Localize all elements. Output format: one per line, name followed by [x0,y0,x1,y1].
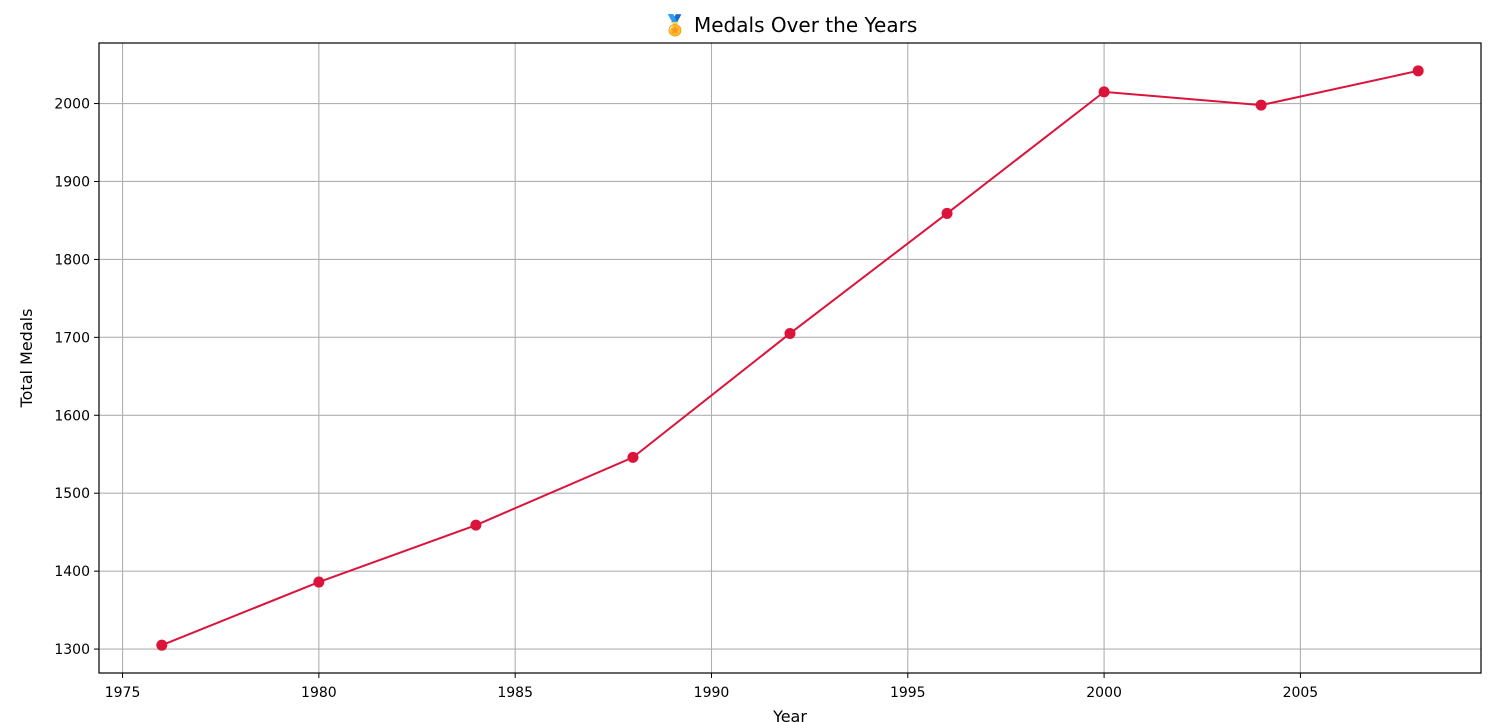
y-tick-label: 1600 [54,408,90,424]
grid [99,43,1481,673]
chart-title: 🏅 Medals Over the Years [663,13,918,37]
plot-frame [98,42,1482,674]
y-tick-label: 1800 [54,252,90,268]
x-axis-label: Year [772,707,807,722]
y-tick-label: 1400 [54,564,90,580]
series-layer [156,65,1424,651]
data-point [784,327,796,339]
ticks: 1975 1980 1985 1990 1995 2000 2005 1300 1400 1500… [54,97,1318,701]
series-line [161,69,1419,647]
data-point [941,207,953,219]
y-tick-label: 1500 [54,486,90,502]
x-tick-label: 2005 [1283,685,1319,701]
x-tick-label: 1990 [694,685,730,701]
y-tick-label: 1300 [54,642,90,658]
data-point [470,519,482,531]
data-point [1412,65,1424,77]
y-axis-label: Total Medals [17,309,36,409]
x-tick-label: 1975 [105,685,141,701]
data-point [1098,86,1110,98]
data-point [627,451,639,463]
y-tick-label: 2000 [54,97,90,113]
y-tick-label: 1900 [54,174,90,190]
x-tick-label: 1995 [890,685,926,701]
x-tick-label: 1980 [301,685,337,701]
x-tick-label: 1985 [497,685,533,701]
data-point [156,639,168,651]
y-tick-label: 1700 [54,330,90,346]
x-tick-label: 2000 [1086,685,1122,701]
data-point [1255,99,1267,111]
data-point [313,576,325,588]
